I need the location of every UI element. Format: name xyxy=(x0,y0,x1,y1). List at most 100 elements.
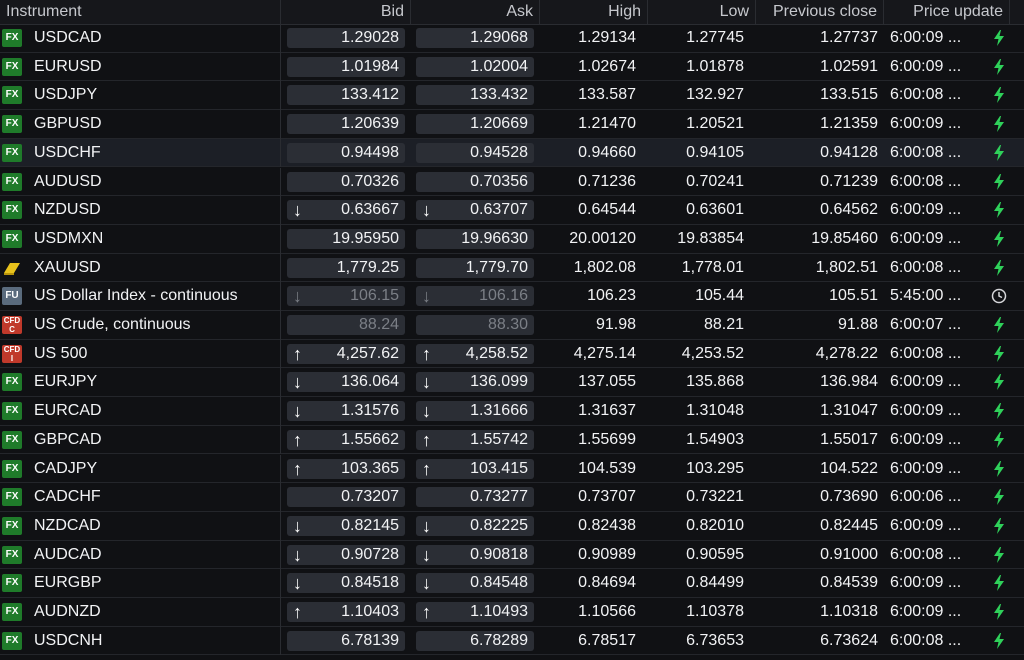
bid-price[interactable]: 1.10403 xyxy=(341,603,399,620)
ask-price[interactable]: 1.55742 xyxy=(470,430,528,448)
instrument-cell[interactable]: FX EURGBP xyxy=(0,569,281,598)
bid-box[interactable] xyxy=(287,630,405,651)
bid-price[interactable]: 0.84518 xyxy=(341,574,399,592)
bid-price[interactable]: 1.31576 xyxy=(341,402,399,420)
ask-box[interactable] xyxy=(416,28,534,48)
bid-box[interactable] xyxy=(287,515,405,536)
table-row[interactable]: FX CADCHF 0.73207 0.73277 0.73707 0.73221 0.73… xyxy=(0,483,1024,512)
ask-price[interactable]: 6.78289 xyxy=(470,631,528,649)
ask-box[interactable] xyxy=(416,142,534,163)
bid-box[interactable] xyxy=(287,56,405,77)
ask-price[interactable]: 0.82225 xyxy=(470,516,528,534)
bid-price[interactable]: 1.29028 xyxy=(341,29,399,46)
bid-box[interactable] xyxy=(287,315,405,335)
ask-price[interactable]: 1.10493 xyxy=(470,603,528,620)
ask-box[interactable] xyxy=(416,487,534,508)
bid-box[interactable] xyxy=(287,458,405,479)
instrument-cell[interactable]: FX USDCHF xyxy=(0,138,281,168)
ask-box[interactable] xyxy=(416,429,534,450)
bid-price[interactable]: 0.94498 xyxy=(341,143,399,161)
table-row[interactable]: FX AUDUSD 0.70326 0.70356 0.71236 0.70241 0.71… xyxy=(0,167,1024,197)
instrument-cell[interactable]: FX NZDCAD xyxy=(0,511,281,541)
bid-box[interactable] xyxy=(287,171,405,192)
bid-box[interactable] xyxy=(287,142,405,163)
table-row[interactable]: XAUUSD 1,779.25 1,779.70 1,802.08 1,778.01 1,… xyxy=(0,253,1024,283)
bid-price[interactable]: 0.70326 xyxy=(341,172,399,190)
instrument-cell[interactable]: FX GBPUSD xyxy=(0,110,281,139)
ask-box[interactable] xyxy=(416,114,534,135)
header-instrument[interactable]: Instrument xyxy=(0,0,281,24)
bid-box[interactable] xyxy=(287,573,405,594)
table-row[interactable]: FX NZDCAD 0.82145 ↓ 0.82225 ↓ 0.82438 0.82010 0.… xyxy=(0,511,1024,541)
ask-price[interactable]: 1.29068 xyxy=(470,29,528,46)
bid-price[interactable]: 133.412 xyxy=(341,86,399,104)
bid-price[interactable]: 1,779.25 xyxy=(336,258,399,276)
table-row[interactable]: FX EURGBP 0.84518 ↓ 0.84548 ↓ 0.84694 0.84499 0.… xyxy=(0,569,1024,598)
bid-price[interactable]: 0.82145 xyxy=(341,516,399,534)
bid-price[interactable]: 1.55662 xyxy=(341,430,399,448)
bid-price[interactable]: 103.365 xyxy=(341,459,399,477)
ask-box[interactable] xyxy=(416,257,534,278)
bid-price[interactable]: 0.73207 xyxy=(341,488,399,506)
ask-box[interactable] xyxy=(416,458,534,479)
bid-price[interactable]: 136.064 xyxy=(341,373,399,391)
header-high[interactable]: High xyxy=(540,0,648,24)
table-row[interactable]: FX USDCHF 0.94498 0.94528 0.94660 0.94105 0.94… xyxy=(0,138,1024,168)
header-bid[interactable]: Bid xyxy=(281,0,411,24)
instrument-cell[interactable]: FX CADCHF xyxy=(0,483,281,512)
table-row[interactable]: FX USDMXN 19.95950 19.96630 20.00120 19.83854… xyxy=(0,224,1024,254)
bid-box[interactable] xyxy=(287,28,405,48)
instrument-cell[interactable]: FX CADJPY xyxy=(0,454,281,484)
bid-box[interactable] xyxy=(287,257,405,278)
bid-box[interactable] xyxy=(287,114,405,135)
header-low[interactable]: Low xyxy=(648,0,756,24)
table-row[interactable]: FX CADJPY 103.365 ↑ 103.415 ↑ 104.539 103.295 10… xyxy=(0,454,1024,484)
bid-price[interactable]: 0.90728 xyxy=(341,545,399,563)
ask-price[interactable]: 0.94528 xyxy=(470,143,528,161)
bid-box[interactable] xyxy=(287,85,405,106)
bid-price[interactable]: 106.15 xyxy=(350,287,399,305)
bid-box[interactable] xyxy=(287,228,405,249)
instrument-cell[interactable]: FX GBPCAD xyxy=(0,425,281,455)
instrument-cell[interactable]: FX EURCAD xyxy=(0,397,281,426)
instrument-cell[interactable]: FX EURUSD xyxy=(0,52,281,82)
table-row[interactable]: FX GBPCAD 1.55662 ↑ 1.55742 ↑ 1.55699 1.54903 1.… xyxy=(0,425,1024,455)
bid-price[interactable]: 1.20639 xyxy=(341,115,399,133)
ask-price[interactable]: 1.31666 xyxy=(470,402,528,420)
instrument-cell[interactable]: FX NZDUSD xyxy=(0,196,281,225)
table-row[interactable]: CFD C US Crude, continuous 88.24 88.30 91.98 8… xyxy=(0,311,1024,340)
bid-box[interactable] xyxy=(287,544,405,565)
instrument-cell[interactable]: FX AUDCAD xyxy=(0,540,281,570)
table-row[interactable]: FX EURCAD 1.31576 ↓ 1.31666 ↓ 1.31637 1.31048 1.… xyxy=(0,397,1024,426)
bid-price[interactable]: 19.95950 xyxy=(332,229,399,247)
ask-box[interactable] xyxy=(416,286,534,307)
ask-price[interactable]: 136.099 xyxy=(470,373,528,391)
table-row[interactable]: FX NZDUSD 0.63667 ↓ 0.63707 ↓ 0.64544 0.63601 0.… xyxy=(0,196,1024,225)
bid-box[interactable] xyxy=(287,372,405,393)
instrument-cell[interactable]: FX EURJPY xyxy=(0,368,281,398)
ask-price[interactable]: 88.30 xyxy=(487,316,528,333)
table-row[interactable]: FX EURJPY 136.064 ↓ 136.099 ↓ 137.055 135.868 13… xyxy=(0,368,1024,398)
ask-box[interactable] xyxy=(416,343,534,364)
ask-price[interactable]: 19.96630 xyxy=(461,229,528,247)
table-row[interactable]: FX AUDNZD 1.10403 ↑ 1.10493 ↑ 1.10566 1.10378 1.… xyxy=(0,598,1024,627)
ask-price[interactable]: 1,779.70 xyxy=(465,258,528,276)
instrument-cell[interactable]: CFD I US 500 xyxy=(0,339,281,369)
ask-price[interactable]: 1.20669 xyxy=(470,115,528,133)
bid-price[interactable]: 1.01984 xyxy=(341,57,399,75)
bid-box[interactable] xyxy=(287,487,405,508)
ask-box[interactable] xyxy=(416,372,534,393)
table-row[interactable]: FU US Dollar Index - continuous 106.15 ↓ 106… xyxy=(0,282,1024,311)
instrument-cell[interactable]: FX AUDUSD xyxy=(0,167,281,197)
ask-price[interactable]: 103.415 xyxy=(470,459,528,477)
table-row[interactable]: FX GBPUSD 1.20639 1.20669 1.21470 1.20521 1.21… xyxy=(0,110,1024,139)
bid-price[interactable]: 88.24 xyxy=(358,316,399,333)
ask-box[interactable] xyxy=(416,56,534,77)
instrument-cell[interactable]: CFD C US Crude, continuous xyxy=(0,311,281,340)
table-row[interactable]: FX EURUSD 1.01984 1.02004 1.02674 1.01878 1.02… xyxy=(0,52,1024,82)
ask-price[interactable]: 0.90818 xyxy=(470,545,528,563)
ask-box[interactable] xyxy=(416,228,534,249)
ask-box[interactable] xyxy=(416,630,534,651)
ask-box[interactable] xyxy=(416,85,534,106)
instrument-cell[interactable]: FX USDJPY xyxy=(0,81,281,111)
